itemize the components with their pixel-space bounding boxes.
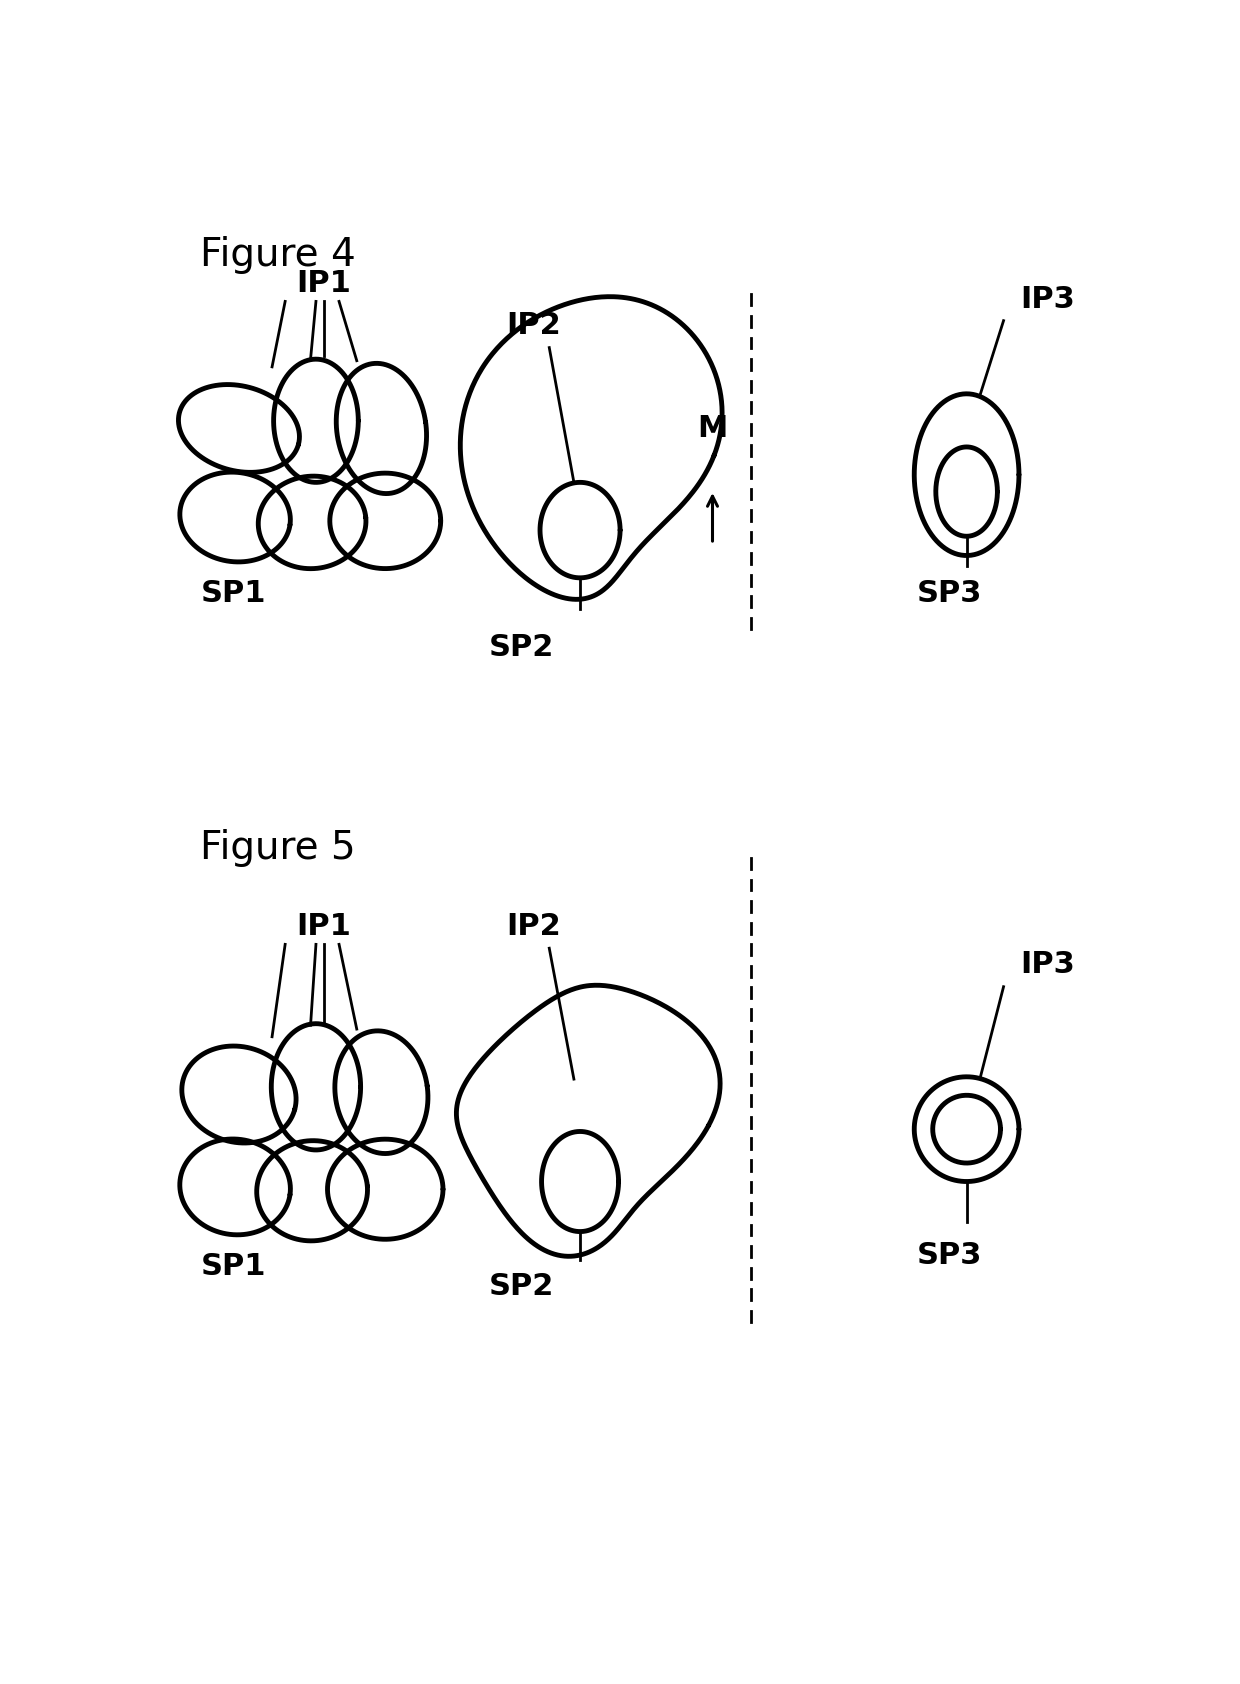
Text: IP1: IP1 bbox=[296, 268, 351, 298]
Text: M: M bbox=[697, 414, 728, 443]
Text: IP3: IP3 bbox=[1021, 950, 1075, 978]
Text: IP1: IP1 bbox=[296, 911, 351, 940]
Text: IP2: IP2 bbox=[506, 911, 562, 940]
Text: SP2: SP2 bbox=[490, 633, 554, 662]
Text: Figure 4: Figure 4 bbox=[201, 236, 356, 274]
Text: IP2: IP2 bbox=[506, 312, 562, 340]
Text: SP3: SP3 bbox=[916, 579, 982, 608]
Text: SP3: SP3 bbox=[916, 1241, 982, 1270]
Text: IP3: IP3 bbox=[1021, 286, 1075, 315]
Text: SP2: SP2 bbox=[490, 1271, 554, 1300]
Text: SP1: SP1 bbox=[201, 1253, 265, 1282]
Text: SP1: SP1 bbox=[201, 579, 265, 608]
Text: Figure 5: Figure 5 bbox=[201, 829, 356, 867]
